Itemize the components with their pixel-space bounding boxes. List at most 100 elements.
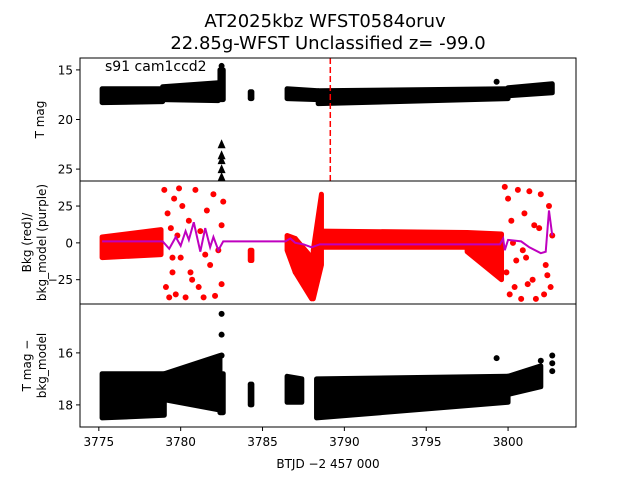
scatter-point: [513, 257, 520, 264]
panel-frame: [79, 57, 577, 182]
scatter-point: [218, 222, 225, 229]
scatter-envelope: [99, 227, 164, 261]
scatter-point: [192, 186, 199, 193]
scatter-point: [218, 331, 225, 338]
scatter-point: [524, 281, 531, 288]
scatter-point: [526, 188, 533, 195]
scatter-point: [218, 78, 225, 85]
scatter-point: [207, 261, 214, 268]
scatter-point: [532, 295, 539, 302]
panel-data: [99, 58, 555, 181]
panel-tmag-minus-model: 16 18 T mag − bkg_model: [20, 303, 577, 428]
y-axis-label: T mag −: [20, 340, 34, 393]
scatter-point: [220, 198, 227, 205]
scatter-point: [493, 78, 500, 85]
scatter-point: [547, 284, 554, 291]
scatter-point: [218, 72, 225, 79]
y-tick-label: 16: [58, 346, 73, 360]
scatter-envelope: [217, 371, 226, 416]
scatter-point: [202, 251, 209, 258]
scatter-point: [177, 254, 184, 261]
scatter-point: [531, 222, 538, 229]
scatter-envelope: [505, 81, 555, 99]
upper-limit-triangle: [217, 172, 226, 181]
scatter-point: [519, 247, 526, 254]
scatter-envelope: [292, 235, 315, 302]
scatter-point: [549, 352, 556, 359]
y-axis-label: Bkg (red)/: [20, 212, 34, 273]
scatter-envelope: [310, 191, 324, 302]
scatter-point: [212, 292, 219, 299]
scatter-point: [536, 225, 543, 232]
scatter-point: [542, 261, 549, 268]
scatter-point: [505, 195, 512, 202]
panel-data: [99, 310, 556, 421]
upper-limit-triangle: [217, 150, 226, 160]
scatter-point: [169, 269, 176, 276]
y-tick-label: 25: [58, 200, 73, 214]
scatter-point: [544, 272, 551, 279]
scatter-point: [164, 210, 171, 217]
scatter-point: [189, 276, 196, 283]
scatter-point: [506, 291, 513, 298]
scatter-envelope: [99, 371, 167, 421]
x-tick-label: 3800: [493, 435, 524, 449]
x-tick-label: 3785: [247, 435, 278, 449]
scatter-point: [218, 352, 225, 359]
scatter-point: [508, 217, 515, 224]
scatter-point: [179, 203, 186, 210]
scatter-envelope: [247, 89, 255, 102]
scatter-point: [537, 191, 544, 198]
y-tick-label: 25: [58, 163, 73, 177]
upper-limit-triangle: [217, 155, 226, 165]
y-axis-label: T mag: [33, 101, 47, 140]
scatter-point: [203, 207, 210, 214]
scatter-envelope: [284, 86, 321, 103]
scatter-point: [537, 357, 544, 364]
bkg-model-line: [102, 210, 554, 255]
scatter-point: [218, 281, 225, 288]
x-tick-label: 3790: [329, 435, 360, 449]
scatter-point: [493, 355, 500, 362]
scatter-envelope: [160, 80, 221, 104]
upper-limit-triangle: [217, 139, 226, 149]
scatter-point: [521, 210, 528, 217]
x-tick-label: 3795: [411, 435, 442, 449]
scatter-envelope: [161, 352, 223, 413]
upper-limit-triangle: [217, 164, 226, 174]
scatter-point: [545, 203, 552, 210]
scatter-point: [529, 276, 536, 283]
scatter-point: [200, 294, 207, 301]
scatter-envelope: [505, 363, 544, 397]
scatter-point: [541, 291, 548, 298]
scatter-point: [549, 360, 556, 367]
y-tick-label: 15: [58, 63, 73, 77]
scatter-envelope: [99, 86, 166, 106]
scatter-point: [172, 291, 179, 298]
scatter-point: [514, 186, 521, 193]
scatter-point: [501, 183, 508, 190]
y-axis-label: bkg_model: [35, 333, 49, 399]
y-tick-label: −25: [48, 273, 73, 287]
scatter-point: [176, 185, 183, 192]
scatter-point: [161, 186, 168, 193]
scatter-envelope: [315, 86, 511, 107]
scatter-envelope: [464, 230, 505, 283]
scatter-point: [549, 368, 556, 375]
scatter-point: [171, 195, 178, 202]
panel-tmag: 15 20 25 T mag: [33, 57, 577, 182]
panel-bkg: −25 0 25 Bkg (red)/bkg_model (purple): [20, 180, 577, 305]
scatter-point: [511, 284, 518, 291]
scatter-envelope: [284, 373, 305, 405]
chart-title-line-1: AT2025kbz WFST0584oruv: [204, 11, 446, 32]
scatter-point: [518, 295, 525, 302]
scatter-point: [210, 191, 217, 198]
y-tick-label: 0: [65, 236, 73, 250]
scatter-point: [195, 284, 202, 291]
scatter-envelope: [247, 247, 255, 264]
scatter-point: [218, 62, 225, 69]
scatter-point: [182, 294, 189, 301]
x-tick-label: 3775: [84, 435, 115, 449]
scatter-envelope: [314, 373, 511, 421]
y-tick-label: 18: [58, 398, 73, 412]
